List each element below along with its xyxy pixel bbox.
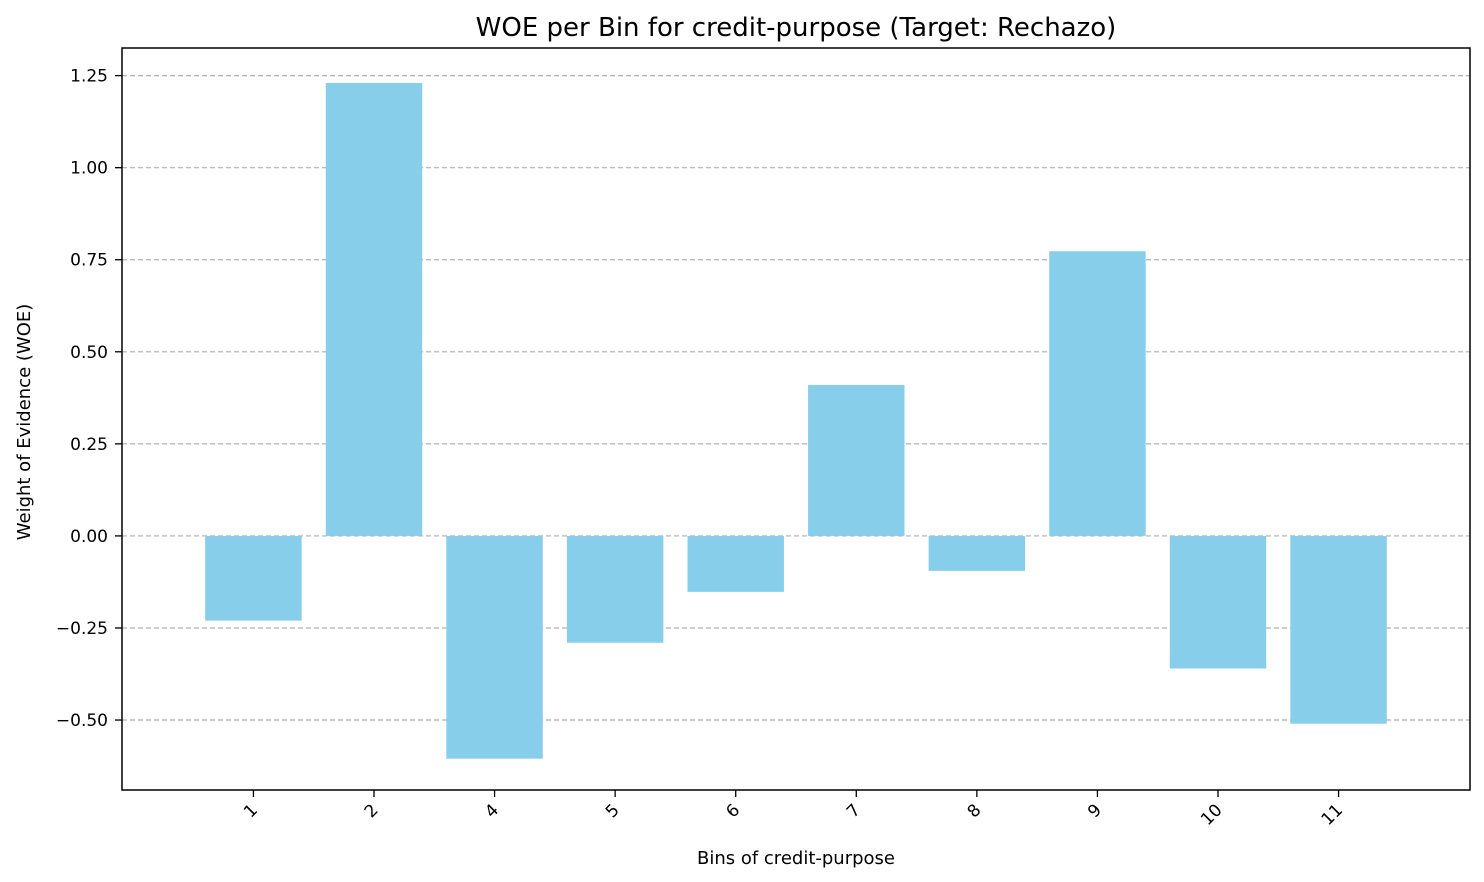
y-tick-label: 1.25 — [70, 67, 108, 87]
x-tick-label: 7 — [843, 800, 865, 822]
y-axis-ticks: −0.50 −0.25 0.00 0.25 0.50 0.75 1.00 1.25 — [56, 67, 122, 731]
bar-bin-9 — [1049, 251, 1146, 536]
bar-bin-4 — [446, 535, 543, 759]
plot-frame — [121, 47, 1471, 791]
axes — [121, 47, 1471, 791]
bar-bin-10 — [1169, 535, 1267, 669]
bar-bin-8 — [928, 535, 1026, 571]
bars — [205, 82, 1387, 759]
x-tick-label: 9 — [1084, 800, 1106, 822]
y-tick-label: −0.50 — [56, 711, 108, 731]
x-tick-label: 8 — [964, 800, 986, 822]
y-tick-label: −0.25 — [56, 619, 108, 639]
y-tick-label: 1.00 — [70, 159, 108, 179]
x-tick-label: 4 — [481, 800, 503, 822]
y-tick-label: 0.75 — [70, 251, 108, 271]
x-tick-label: 11 — [1318, 800, 1347, 829]
y-tick-label: 0.25 — [70, 435, 108, 455]
x-tick-label: 5 — [602, 800, 624, 822]
x-tick-label: 10 — [1197, 800, 1226, 829]
y-tick-label: 0.50 — [70, 343, 108, 363]
bar-bin-2 — [325, 82, 423, 536]
bar-bin-7 — [808, 384, 905, 536]
y-gridlines — [122, 75, 1470, 721]
x-axis-label: Bins of credit-purpose — [697, 848, 895, 869]
bar-bin-5 — [566, 535, 664, 643]
x-tick-label: 6 — [722, 800, 744, 822]
x-tick-label: 2 — [361, 800, 383, 822]
y-axis-label: Weight of Evidence (WOE) — [14, 304, 35, 541]
y-tick-label: 0.00 — [70, 527, 108, 547]
x-axis-ticks: 1 2 4 5 6 7 8 9 10 11 — [240, 790, 1347, 830]
bar-bin-11 — [1290, 535, 1387, 724]
bar-bin-1 — [205, 535, 302, 621]
x-tick-label: 1 — [240, 800, 262, 822]
chart-title: WOE per Bin for credit-purpose (Target: … — [476, 13, 1117, 43]
bar-bin-6 — [687, 535, 784, 592]
